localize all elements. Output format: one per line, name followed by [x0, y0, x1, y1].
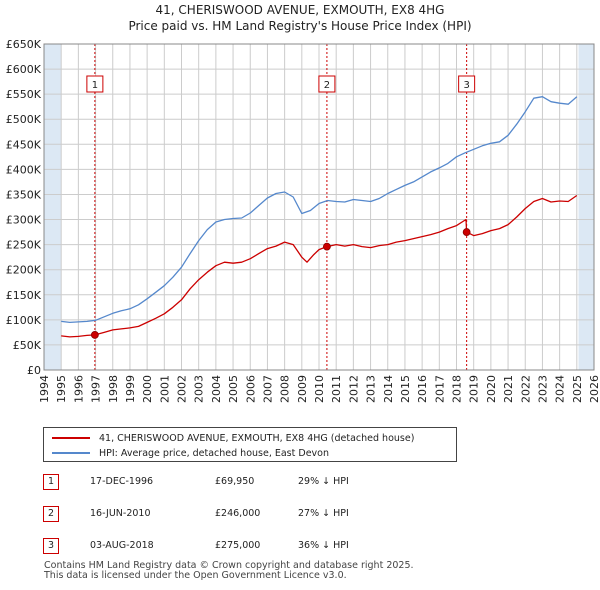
y-tick-label: £50K — [13, 339, 42, 352]
sale-points — [90, 228, 471, 339]
x-tick-label: 2003 — [193, 375, 206, 403]
y-tick-label: £150K — [6, 289, 42, 302]
legend: 41, CHERISWOOD AVENUE, EXMOUTH, EX8 4HG … — [43, 427, 457, 462]
chart-title-line2: Price paid vs. HM Land Registry's House … — [128, 19, 472, 33]
sale-number-badge: 3 — [43, 538, 59, 554]
x-tick-label: 2001 — [158, 375, 171, 403]
x-tick-label: 2021 — [502, 375, 515, 403]
sale-marker-label: 3 — [463, 80, 469, 91]
y-axis-ticks: £0 £50K £100K £150K £200K £250K £300K £350K £400… — [6, 38, 42, 377]
sale-hpi-diff: 27% ↓ HPI — [298, 508, 349, 519]
x-tick-label: 2011 — [330, 375, 343, 403]
x-tick-label: 1996 — [72, 375, 85, 403]
sale-row: 2 16-JUN-2010 £246,000 27% ↓ HPI — [43, 506, 463, 524]
x-tick-label: 2000 — [141, 375, 154, 403]
plot-frame — [43, 43, 595, 371]
sale-point — [90, 331, 99, 339]
x-tick-label: 2019 — [468, 375, 481, 403]
footer-line2: This data is licensed under the Open Gov… — [44, 570, 347, 581]
x-tick-label: 2010 — [313, 375, 326, 403]
x-tick-label: 1998 — [107, 375, 120, 403]
x-tick-label: 2024 — [554, 375, 567, 403]
sale-point — [323, 242, 331, 251]
sale-hpi-diff: 29% ↓ HPI — [298, 476, 349, 487]
y-tick-label: £250K — [6, 239, 42, 252]
sale-price: £69,950 — [215, 476, 255, 487]
sale-date: 03-AUG-2018 — [90, 540, 154, 551]
sale-marker-boxes: 1 2 3 — [86, 75, 476, 93]
legend-property-label: 41, CHERISWOOD AVENUE, EXMOUTH, EX8 4HG … — [99, 432, 415, 444]
legend-hpi-label: HPI: Average price, detached house, East… — [99, 447, 329, 459]
sale-point — [462, 228, 471, 236]
sale-date: 16-JUN-2010 — [90, 508, 151, 519]
y-tick-label: £600K — [6, 63, 42, 76]
x-tick-label: 2002 — [176, 375, 189, 403]
shaded-regions — [44, 44, 594, 370]
x-tick-label: 1997 — [90, 375, 103, 403]
x-tick-label: 2026 — [588, 375, 600, 403]
x-tick-label: 2004 — [210, 375, 223, 403]
shaded-region — [578, 44, 594, 370]
y-tick-label: £350K — [6, 188, 42, 201]
sale-date: 17-DEC-1996 — [90, 476, 154, 487]
x-tick-label: 2005 — [227, 375, 240, 403]
sale-number-badge: 1 — [43, 474, 59, 490]
x-tick-label: 2023 — [536, 375, 549, 403]
legend-item-property: 41, CHERISWOOD AVENUE, EXMOUTH, EX8 4HG … — [52, 431, 414, 445]
x-tick-label: 2015 — [399, 375, 412, 403]
x-tick-label: 2016 — [416, 375, 429, 403]
sale-row: 3 03-AUG-2018 £275,000 36% ↓ HPI — [43, 538, 463, 556]
x-tick-label: 2020 — [485, 375, 498, 403]
x-tick-label: 2007 — [261, 375, 274, 403]
shaded-region — [44, 44, 62, 370]
y-tick-label: £500K — [6, 113, 42, 126]
x-axis-ticks: 1994 1995 1996 1997 1998 1999 2000 2001 2002 2003… — [38, 375, 600, 403]
chart-title: 41, CHERISWOOD AVENUE, EXMOUTH, EX8 4HG … — [0, 2, 600, 34]
sale-marker-box — [86, 75, 104, 93]
x-tick-label: 2008 — [279, 375, 292, 403]
sale-marker-label: 1 — [92, 80, 98, 91]
x-tick-label: 2018 — [451, 375, 464, 403]
y-tick-label: £550K — [6, 88, 42, 101]
y-tick-label: £650K — [6, 38, 42, 51]
legend-property-swatch — [52, 437, 90, 439]
footer-line1: Contains HM Land Registry data © Crown c… — [44, 560, 414, 571]
sale-marker-box — [458, 75, 476, 93]
grid-lines — [43, 43, 595, 371]
x-tick-label: 2013 — [365, 375, 378, 403]
y-tick-label: £300K — [6, 214, 42, 227]
sale-row: 1 17-DEC-1996 £69,950 29% ↓ HPI — [43, 474, 463, 492]
sale-price: £246,000 — [215, 508, 261, 519]
legend-item-hpi: HPI: Average price, detached house, East… — [52, 446, 329, 460]
y-tick-label: £400K — [6, 163, 42, 176]
series-lines — [61, 96, 578, 338]
footer-attribution: Contains HM Land Registry data © Crown c… — [44, 561, 414, 581]
price-chart: 1 2 3 £0 £50K £100K £150K £200K £250K £300K £350K… — [6, 38, 600, 403]
x-tick-label: 2017 — [433, 375, 446, 403]
sale-marker-box — [318, 75, 336, 93]
y-tick-label: £0 — [27, 364, 41, 377]
x-tick-label: 1995 — [55, 375, 68, 403]
sale-marker-label: 2 — [324, 80, 330, 91]
sale-price: £275,000 — [215, 540, 261, 551]
x-tick-label: 2025 — [571, 375, 584, 403]
x-tick-label: 2006 — [244, 375, 257, 403]
property-price-line — [61, 194, 578, 338]
y-tick-label: £450K — [6, 138, 42, 151]
y-tick-label: £200K — [6, 264, 42, 277]
sale-hpi-diff: 36% ↓ HPI — [298, 540, 349, 551]
x-tick-label: 1994 — [38, 375, 51, 403]
x-tick-label: 2009 — [296, 375, 309, 403]
hpi-line — [61, 96, 578, 324]
x-tick-label: 2022 — [519, 375, 532, 403]
x-tick-label: 2014 — [382, 375, 395, 403]
x-tick-label: 2012 — [347, 375, 360, 403]
chart-title-line1: 41, CHERISWOOD AVENUE, EXMOUTH, EX8 4HG — [155, 3, 445, 17]
y-tick-label: £100K — [6, 314, 42, 327]
x-tick-label: 1999 — [124, 375, 137, 403]
legend-hpi-swatch — [52, 452, 90, 454]
sale-number-badge: 2 — [43, 506, 59, 522]
